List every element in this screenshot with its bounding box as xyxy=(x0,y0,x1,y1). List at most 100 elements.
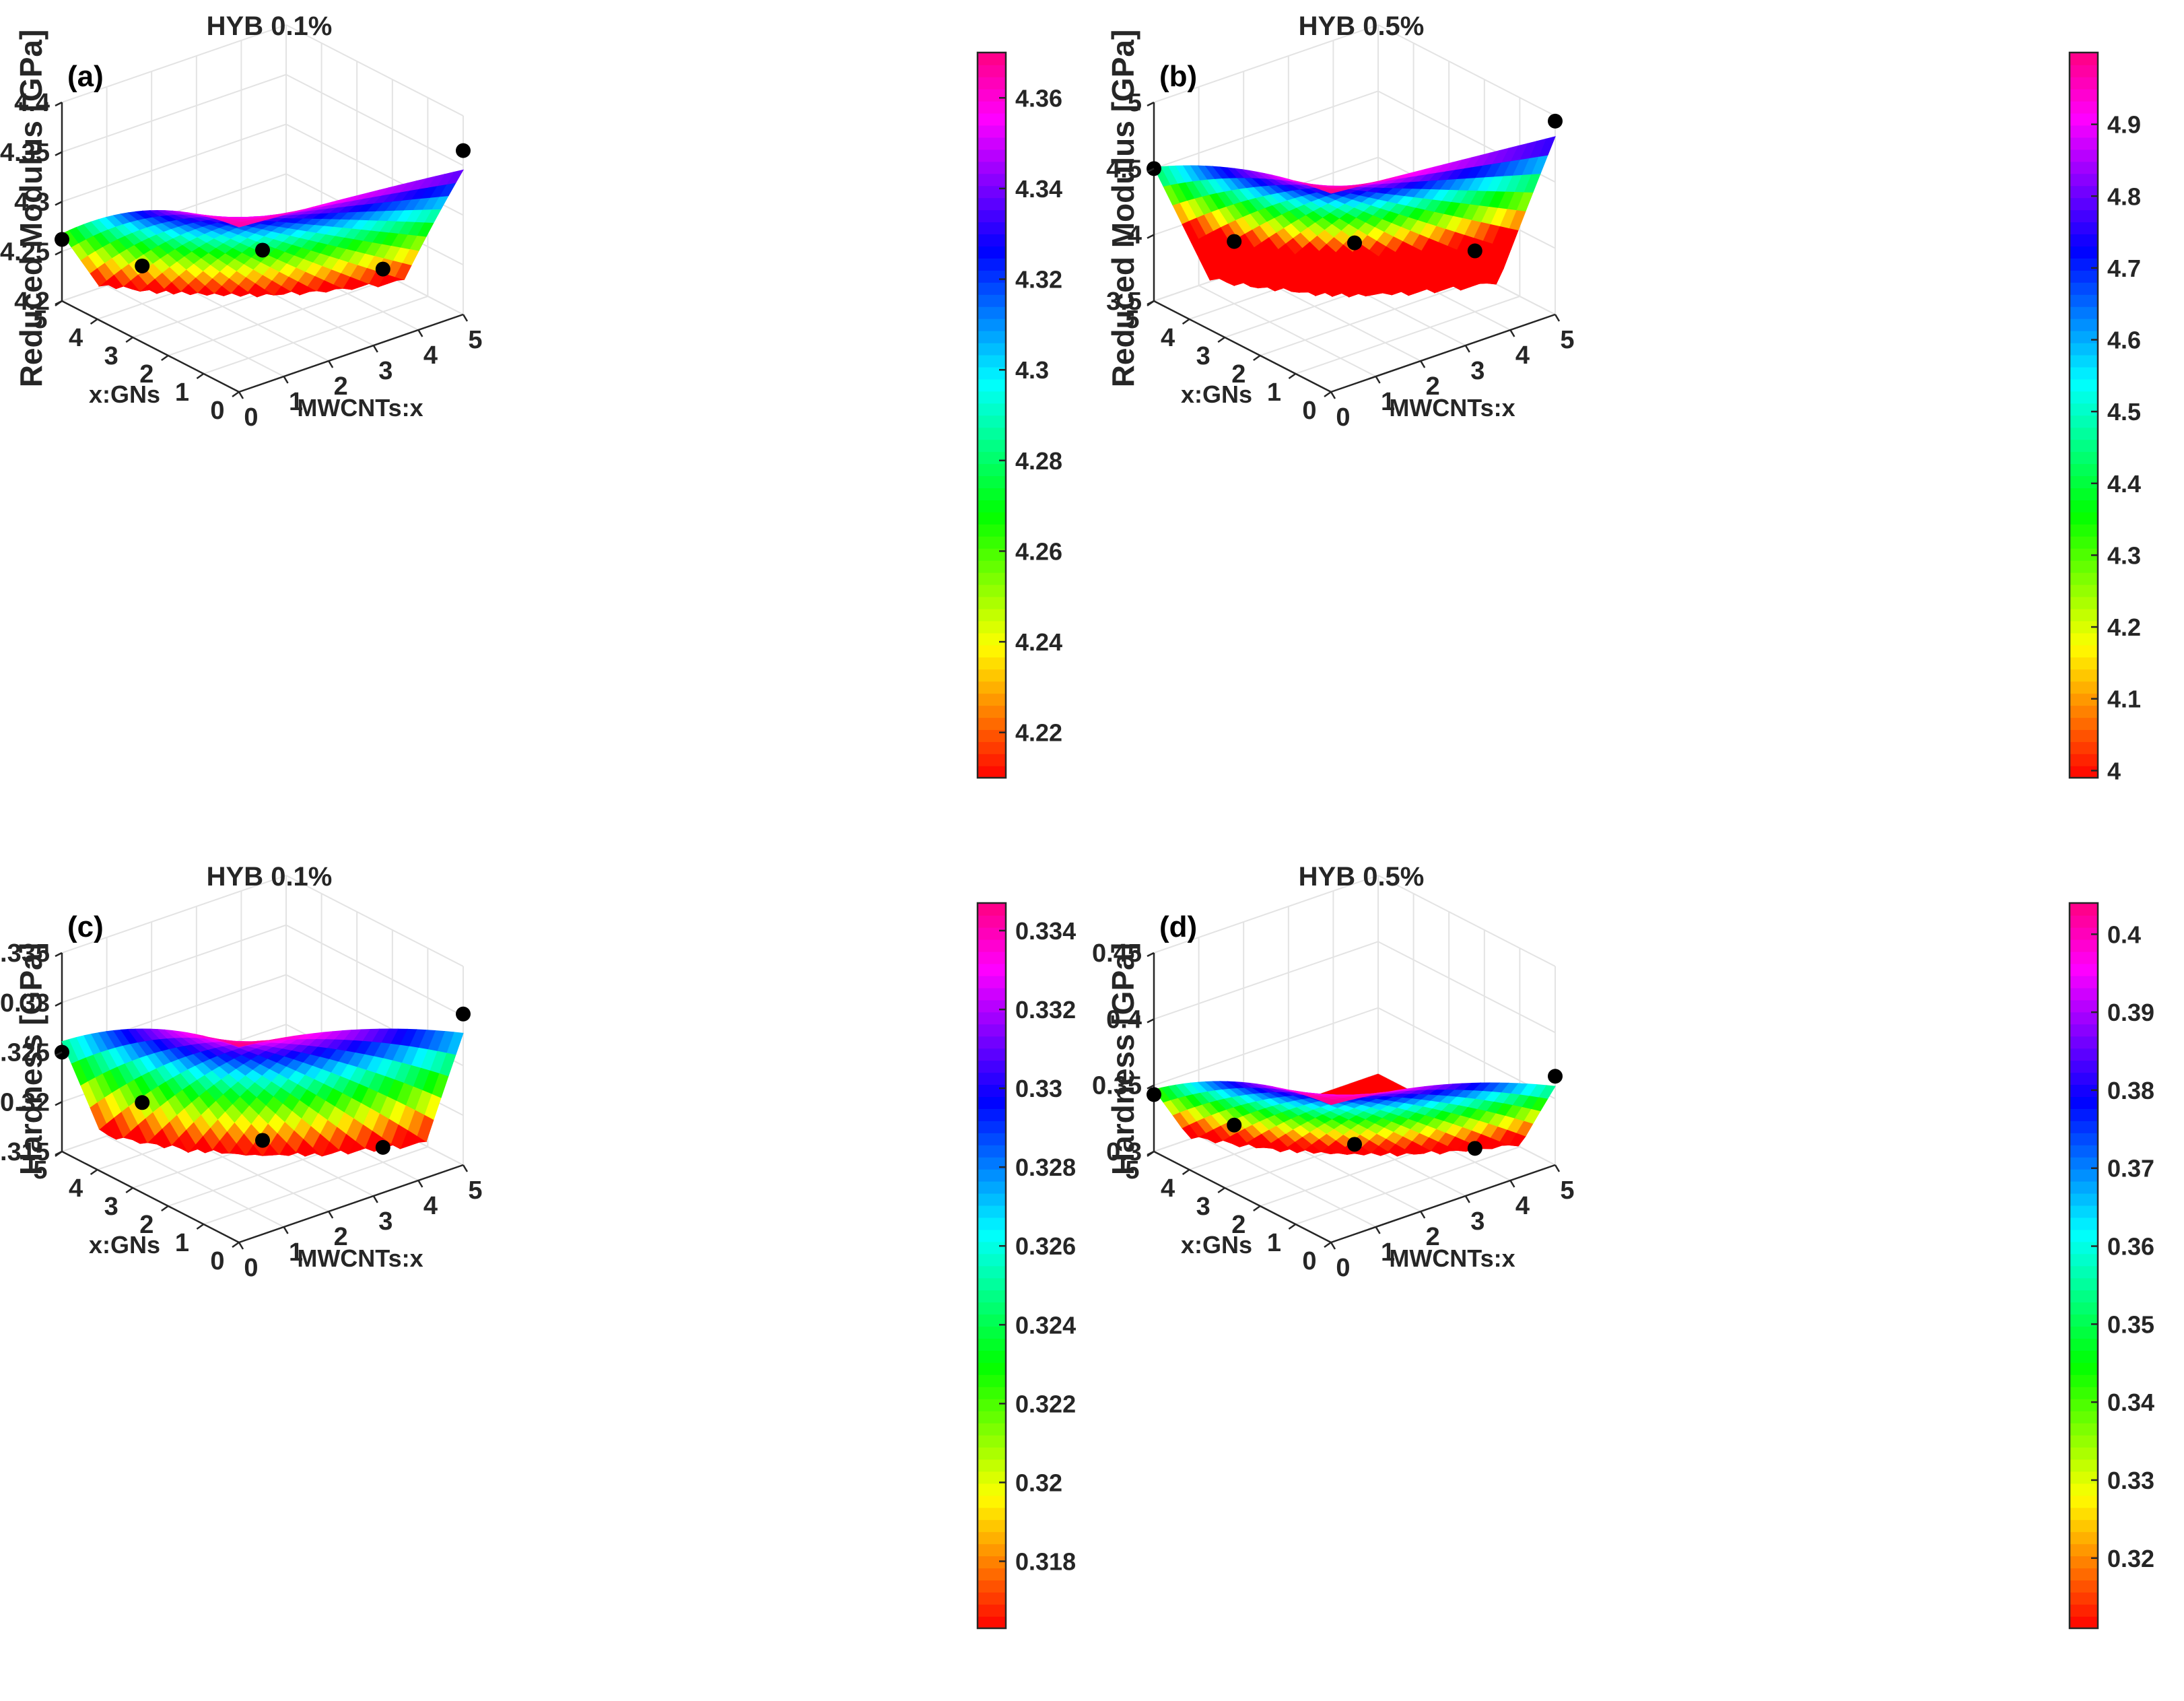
panel-label: (c) xyxy=(67,910,104,943)
z-tick-mark xyxy=(1147,101,1155,107)
colorbar-segment xyxy=(2070,524,2098,537)
colorbar-segment xyxy=(978,1168,1006,1182)
panel-c: 0123450123450.3150.320.3250.330.335MWCNT… xyxy=(0,850,1092,1701)
colorbar-segment xyxy=(978,1422,1006,1436)
x-tick-label: 4 xyxy=(1515,1192,1530,1220)
colorbar-tick-label: 0.33 xyxy=(2107,1467,2154,1494)
x-axis-line xyxy=(238,1164,464,1244)
colorbar-segment xyxy=(978,1543,1006,1557)
colorbar-segment xyxy=(978,1180,1006,1194)
colorbar-segment xyxy=(978,149,1006,162)
colorbar-segment xyxy=(978,1156,1006,1170)
x-tick-label: 1 xyxy=(289,388,303,416)
colorbar-segment xyxy=(2070,197,2098,211)
axes-box xyxy=(1153,875,1556,1243)
x-tick-label: 4 xyxy=(423,341,438,370)
colorbar-segment xyxy=(2070,754,2098,766)
colorbar: 4 4.1 4.2 4.3 4.4 4.5 4.6 4.7 4.8 4.9 xyxy=(2068,51,2141,785)
colorbar-segment xyxy=(978,741,1006,754)
colorbar-segment xyxy=(978,717,1006,730)
z-tick-label: 0.32 xyxy=(0,1088,50,1116)
x-tick-label: 2 xyxy=(1426,1223,1440,1251)
colorbar-segment xyxy=(978,427,1006,440)
y-tick-label: 1 xyxy=(1267,378,1281,407)
colorbar-segment xyxy=(978,1338,1006,1351)
colorbar-segment xyxy=(978,1387,1006,1399)
wall-gridline xyxy=(285,924,464,1017)
colorbar-segment xyxy=(2070,1205,2098,1218)
x-tick-mark xyxy=(462,314,469,322)
colorbar-tick-label: 0.33 xyxy=(1015,1075,1062,1102)
colorbar-segment xyxy=(978,1253,1006,1267)
x-tick-mark xyxy=(1420,1211,1426,1219)
data-point xyxy=(1147,161,1161,176)
colorbar-segment xyxy=(2070,294,2098,307)
colorbar-tick-label: 4.32 xyxy=(1015,266,1062,294)
colorbar-segment xyxy=(2070,222,2098,235)
colorbar-segment xyxy=(978,560,1006,573)
y-tick-mark xyxy=(196,1223,205,1230)
x-tick-label: 0 xyxy=(244,403,258,432)
colorbar-segment xyxy=(2070,620,2098,634)
colorbar: 4.22 4.24 4.26 4.28 4.3 4.32 4.34 4.36 xyxy=(976,51,1062,779)
y-tick-mark xyxy=(1217,336,1225,343)
y-tick-label: 1 xyxy=(1267,1229,1281,1257)
colorbar-segment xyxy=(2070,1519,2098,1533)
x-tick-label: 4 xyxy=(423,1192,438,1220)
colorbar-segment xyxy=(978,342,1006,356)
colorbar-segment xyxy=(978,209,1006,223)
colorbar-segment xyxy=(978,975,1006,989)
z-tick-mark xyxy=(55,300,63,306)
z-tick-mark xyxy=(1147,952,1155,958)
y-tick-mark xyxy=(125,1187,133,1194)
colorbar-segment xyxy=(978,1362,1006,1375)
colorbar-segment xyxy=(2070,330,2098,343)
x-tick-mark xyxy=(462,1164,469,1172)
y-axis-line xyxy=(1153,1150,1332,1244)
y-tick-mark xyxy=(232,391,240,398)
y-tick-mark xyxy=(90,318,98,325)
colorbar-segment xyxy=(978,258,1006,271)
z-tick-label: 4.35 xyxy=(0,139,50,167)
colorbar-segment xyxy=(978,1072,1006,1086)
colorbar-segment xyxy=(2070,415,2098,428)
y-tick-label: 4 xyxy=(1161,1174,1175,1203)
chart-svg: 0123450123454.24.254.34.354.4MWCNTs:xx:G… xyxy=(0,11,1062,779)
x-tick-label: 3 xyxy=(1470,1207,1485,1236)
x-tick-mark xyxy=(1509,329,1515,337)
floor-gridline xyxy=(168,277,393,356)
colorbar-segment xyxy=(2070,1180,2098,1194)
z-tick-mark xyxy=(1147,168,1155,173)
z-tick-label: 4.25 xyxy=(0,238,50,266)
z-tick-mark xyxy=(55,151,63,156)
colorbar-segment xyxy=(978,669,1006,682)
data-point xyxy=(135,1095,150,1110)
colorbar-segment xyxy=(2070,500,2098,512)
colorbar-segment xyxy=(978,439,1006,453)
colorbar-segment xyxy=(2070,366,2098,380)
colorbar-segment xyxy=(2070,914,2098,928)
colorbar-segment xyxy=(978,1096,1006,1109)
colorbar-segment xyxy=(2070,693,2098,706)
colorbar-segment xyxy=(2070,1507,2098,1521)
colorbar-segment xyxy=(978,1434,1006,1448)
colorbar-segment xyxy=(978,657,1006,670)
colorbar-segment xyxy=(2070,258,2098,271)
colorbar-tick-label: 0.37 xyxy=(2107,1155,2154,1182)
colorbar-tick-label: 4.36 xyxy=(1015,84,1062,112)
colorbar-segment xyxy=(978,1217,1006,1230)
colorbar-segment xyxy=(2070,1362,2098,1375)
wall-gridline xyxy=(1377,875,1556,967)
colorbar-segment xyxy=(2070,378,2098,392)
y-tick-label: 3 xyxy=(1196,1193,1210,1221)
y-tick-label: 2 xyxy=(139,360,153,389)
z-tick-mark xyxy=(55,1101,63,1106)
wall-gridline xyxy=(285,24,464,116)
y-axis-label: x:GNs xyxy=(1181,1231,1252,1259)
colorbar-segment xyxy=(2070,1495,2098,1508)
colorbar-tick-label: 4.9 xyxy=(2107,111,2141,139)
colorbar-tick-label: 0.36 xyxy=(2107,1233,2154,1261)
colorbar-segment xyxy=(2070,766,2098,778)
floor-gridline xyxy=(1295,296,1520,374)
colorbar-tick-label: 0.328 xyxy=(1015,1154,1076,1181)
